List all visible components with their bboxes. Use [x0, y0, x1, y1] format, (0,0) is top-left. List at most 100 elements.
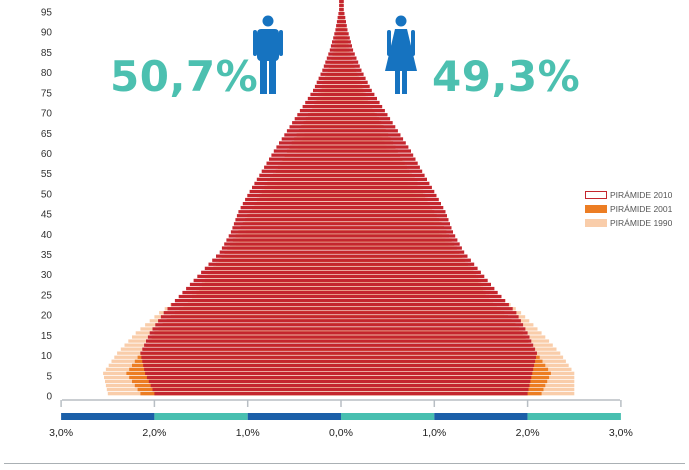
bar-2010-female-age-10 [341, 351, 537, 355]
bar-2010-male-age-21 [167, 307, 341, 311]
y-tick-label-95: 95 [41, 8, 53, 19]
y-tick-label-80: 80 [41, 68, 53, 79]
bar-2010-male-age-73 [307, 96, 341, 101]
scale-segment-3 [341, 413, 435, 420]
bar-2010-female-age-27 [341, 282, 491, 287]
bar-2010-female-age-22 [341, 303, 509, 307]
female-person-icon [385, 15, 417, 94]
bar-2010-male-age-35 [219, 250, 341, 254]
legend-label-2010: PIRÁMIDE 2010 [610, 190, 673, 200]
bar-2010-male-age-95 [339, 8, 341, 12]
bar-2010-male-age-48 [245, 197, 341, 202]
legend-item-2010: PIRÁMIDE 2010 [585, 188, 672, 202]
bar-2010-female-age-20 [341, 311, 517, 315]
legend-swatch-2001 [585, 205, 607, 213]
bar-2010-male-age-47 [242, 202, 341, 206]
bar-2010-female-age-92 [341, 20, 346, 24]
bar-2010-male-age-22 [171, 303, 341, 307]
bar-2010-male-age-82 [325, 60, 341, 64]
bar-2010-male-age-44 [236, 214, 341, 218]
x-tick-label-3: 0,0% [329, 427, 353, 439]
bar-2010-male-age-64 [284, 133, 341, 137]
y-tick-label-40: 40 [41, 230, 53, 241]
x-tick-label-4: 1,0% [422, 427, 446, 439]
bar-2010-female-age-85 [341, 48, 354, 52]
bar-2010-female-age-78 [341, 76, 366, 81]
bar-2010-male-age-5 [145, 371, 341, 376]
bar-2010-female-age-1 [341, 387, 529, 392]
y-tick-label-55: 55 [41, 169, 53, 180]
scale-segment-0 [61, 413, 155, 420]
bar-2010-female-age-57 [341, 161, 418, 165]
bar-2010-female-age-70 [341, 109, 385, 113]
bar-2010-female-age-9 [341, 355, 536, 359]
bar-2010-female-age-7 [341, 363, 535, 368]
x-tick-label-1: 2,0% [142, 427, 166, 439]
bar-2010-male-age-85 [329, 48, 341, 52]
bar-2010-female-age-14 [341, 335, 530, 339]
bar-2010-male-age-18 [158, 319, 341, 323]
bar-2010-male-age-14 [147, 335, 341, 339]
icon-layer [253, 15, 417, 94]
bar-2010-female-age-37 [341, 242, 460, 246]
x-tick-label-0: 3,0% [49, 427, 73, 439]
bar-2010-male-age-94 [338, 12, 341, 16]
bar-2010-male-age-63 [281, 137, 341, 141]
bar-2010-male-age-15 [149, 331, 341, 335]
scale-segment-1 [154, 413, 248, 420]
y-tick-label-85: 85 [41, 48, 53, 59]
bar-2010-male-age-6 [144, 367, 341, 372]
bar-2010-male-age-78 [318, 76, 341, 81]
bar-2010-male-age-11 [142, 347, 341, 351]
bar-2010-female-age-6 [341, 367, 534, 372]
bar-2010-female-age-17 [341, 323, 524, 327]
bar-2010-male-age-37 [224, 242, 341, 246]
bar-2010-female-age-55 [341, 169, 423, 173]
bar-2010-female-age-86 [341, 44, 352, 48]
bar-2010-female-age-90 [341, 28, 348, 32]
bar-2010-male-age-51 [252, 185, 341, 190]
bar-2010-female-age-58 [341, 157, 416, 161]
bar-2010-male-age-46 [240, 206, 341, 210]
legend-swatch-2010 [585, 191, 607, 199]
bar-2010-male-age-9 [141, 355, 341, 359]
bar-2010-male-age-50 [249, 189, 341, 194]
bar-2010-female-age-39 [341, 234, 456, 238]
bar-2010-male-age-69 [297, 113, 341, 117]
bar-2010-female-age-12 [341, 343, 534, 347]
bar-2010-male-age-86 [330, 44, 341, 48]
bar-2010-male-age-31 [204, 266, 341, 271]
bar-2010-female-age-93 [341, 16, 346, 20]
y-tick-label-65: 65 [41, 129, 53, 140]
bar-2010-male-age-2 [150, 383, 341, 388]
bar-2010-male-age-62 [279, 141, 341, 145]
bar-2010-female-age-26 [341, 286, 495, 291]
bar-2010-female-age-19 [341, 315, 519, 319]
bar-2010-female-age-69 [341, 113, 388, 117]
bar-2010-male-age-1 [152, 387, 341, 392]
x-tick-label-2: 1,0% [236, 427, 260, 439]
bar-2010-female-age-91 [341, 24, 347, 28]
y-tick-label-60: 60 [41, 149, 53, 160]
bar-2010-female-age-61 [341, 145, 409, 149]
bar-2010-male-age-80 [322, 68, 341, 72]
y-tick-label-5: 5 [46, 371, 52, 382]
legend-item-2001: PIRÁMIDE 2001 [585, 202, 672, 216]
x-tick-label-6: 3,0% [609, 427, 633, 439]
bar-2010-female-age-3 [341, 379, 531, 384]
y-tick-label-20: 20 [41, 311, 53, 322]
y-tick-label-10: 10 [41, 351, 53, 362]
bar-2010-male-age-89 [334, 32, 341, 36]
bar-2010-female-age-81 [341, 64, 360, 68]
male-percentage: 50,7% [110, 52, 259, 101]
bar-2010-male-age-4 [146, 375, 341, 380]
bar-2010-male-age-61 [276, 145, 341, 149]
bar-2010-male-age-76 [314, 84, 341, 89]
bar-2010-female-age-43 [341, 218, 449, 222]
y-tick-label-45: 45 [41, 210, 53, 221]
bar-2010-female-age-95 [341, 8, 344, 12]
y-tick-label-75: 75 [41, 88, 53, 99]
bar-2010-female-age-50 [341, 189, 435, 194]
bar-2010-female-age-25 [341, 290, 498, 295]
bar-2010-male-age-71 [302, 105, 341, 109]
